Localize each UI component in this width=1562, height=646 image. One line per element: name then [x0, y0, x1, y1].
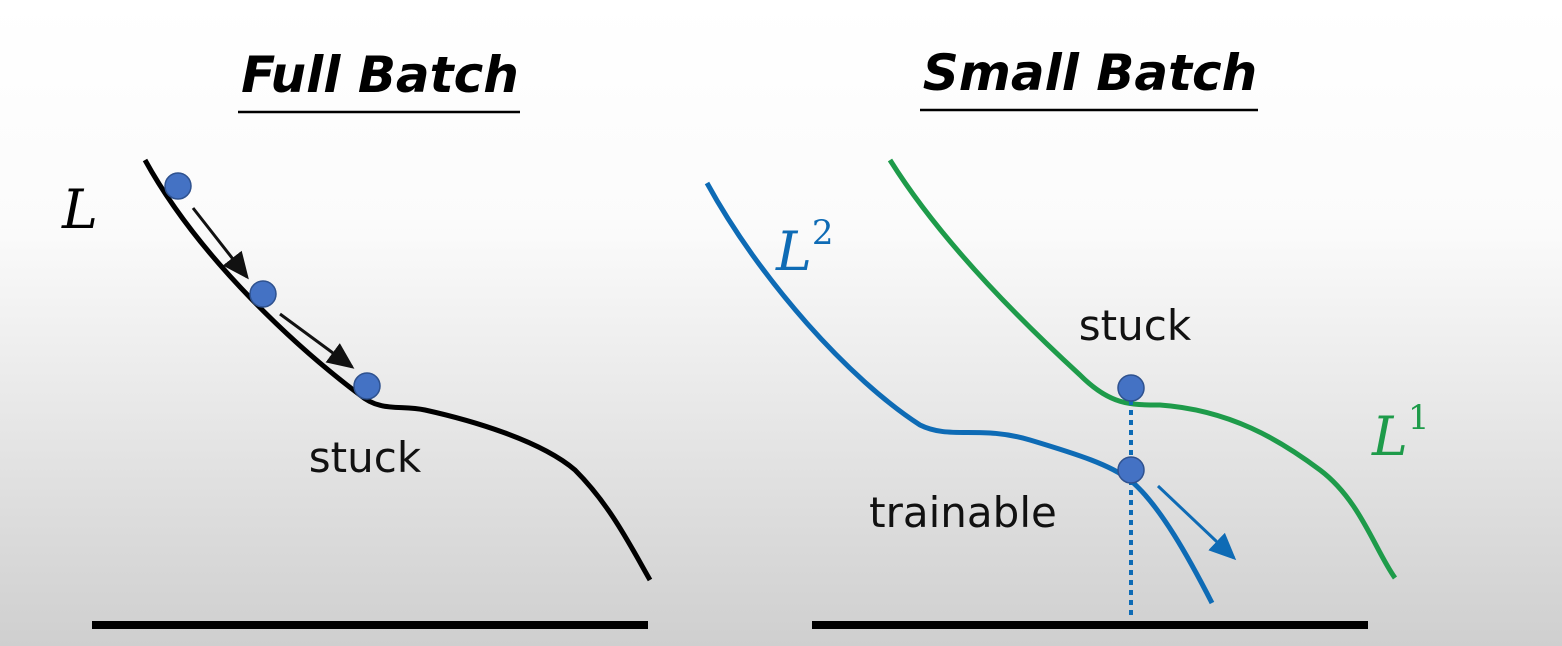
curve-label: L2: [775, 213, 834, 283]
ball: [164, 172, 192, 200]
curve-label-base: L: [775, 220, 812, 283]
annotation: stuck: [1079, 301, 1192, 350]
arrow: [191, 207, 249, 280]
curve-label-sup: 2: [812, 213, 834, 253]
panel-title: Full Batch: [241, 46, 519, 104]
curve-label: L1: [1371, 398, 1430, 468]
ball: [249, 280, 277, 308]
curve-label-base: L: [1371, 405, 1408, 468]
loss-curve-1: [887, 158, 1398, 580]
annotation: stuck: [309, 433, 422, 482]
panel-title: Small Batch: [923, 44, 1258, 102]
curve-label: L: [61, 178, 98, 241]
ball: [353, 372, 381, 400]
curve-label-sup: 1: [1408, 398, 1430, 438]
arrow: [279, 312, 355, 369]
ball: [1117, 374, 1145, 402]
loss-curve-2: [704, 181, 1215, 605]
ball: [1117, 456, 1145, 484]
arrow: [1156, 484, 1237, 561]
annotation: trainable: [869, 488, 1057, 537]
